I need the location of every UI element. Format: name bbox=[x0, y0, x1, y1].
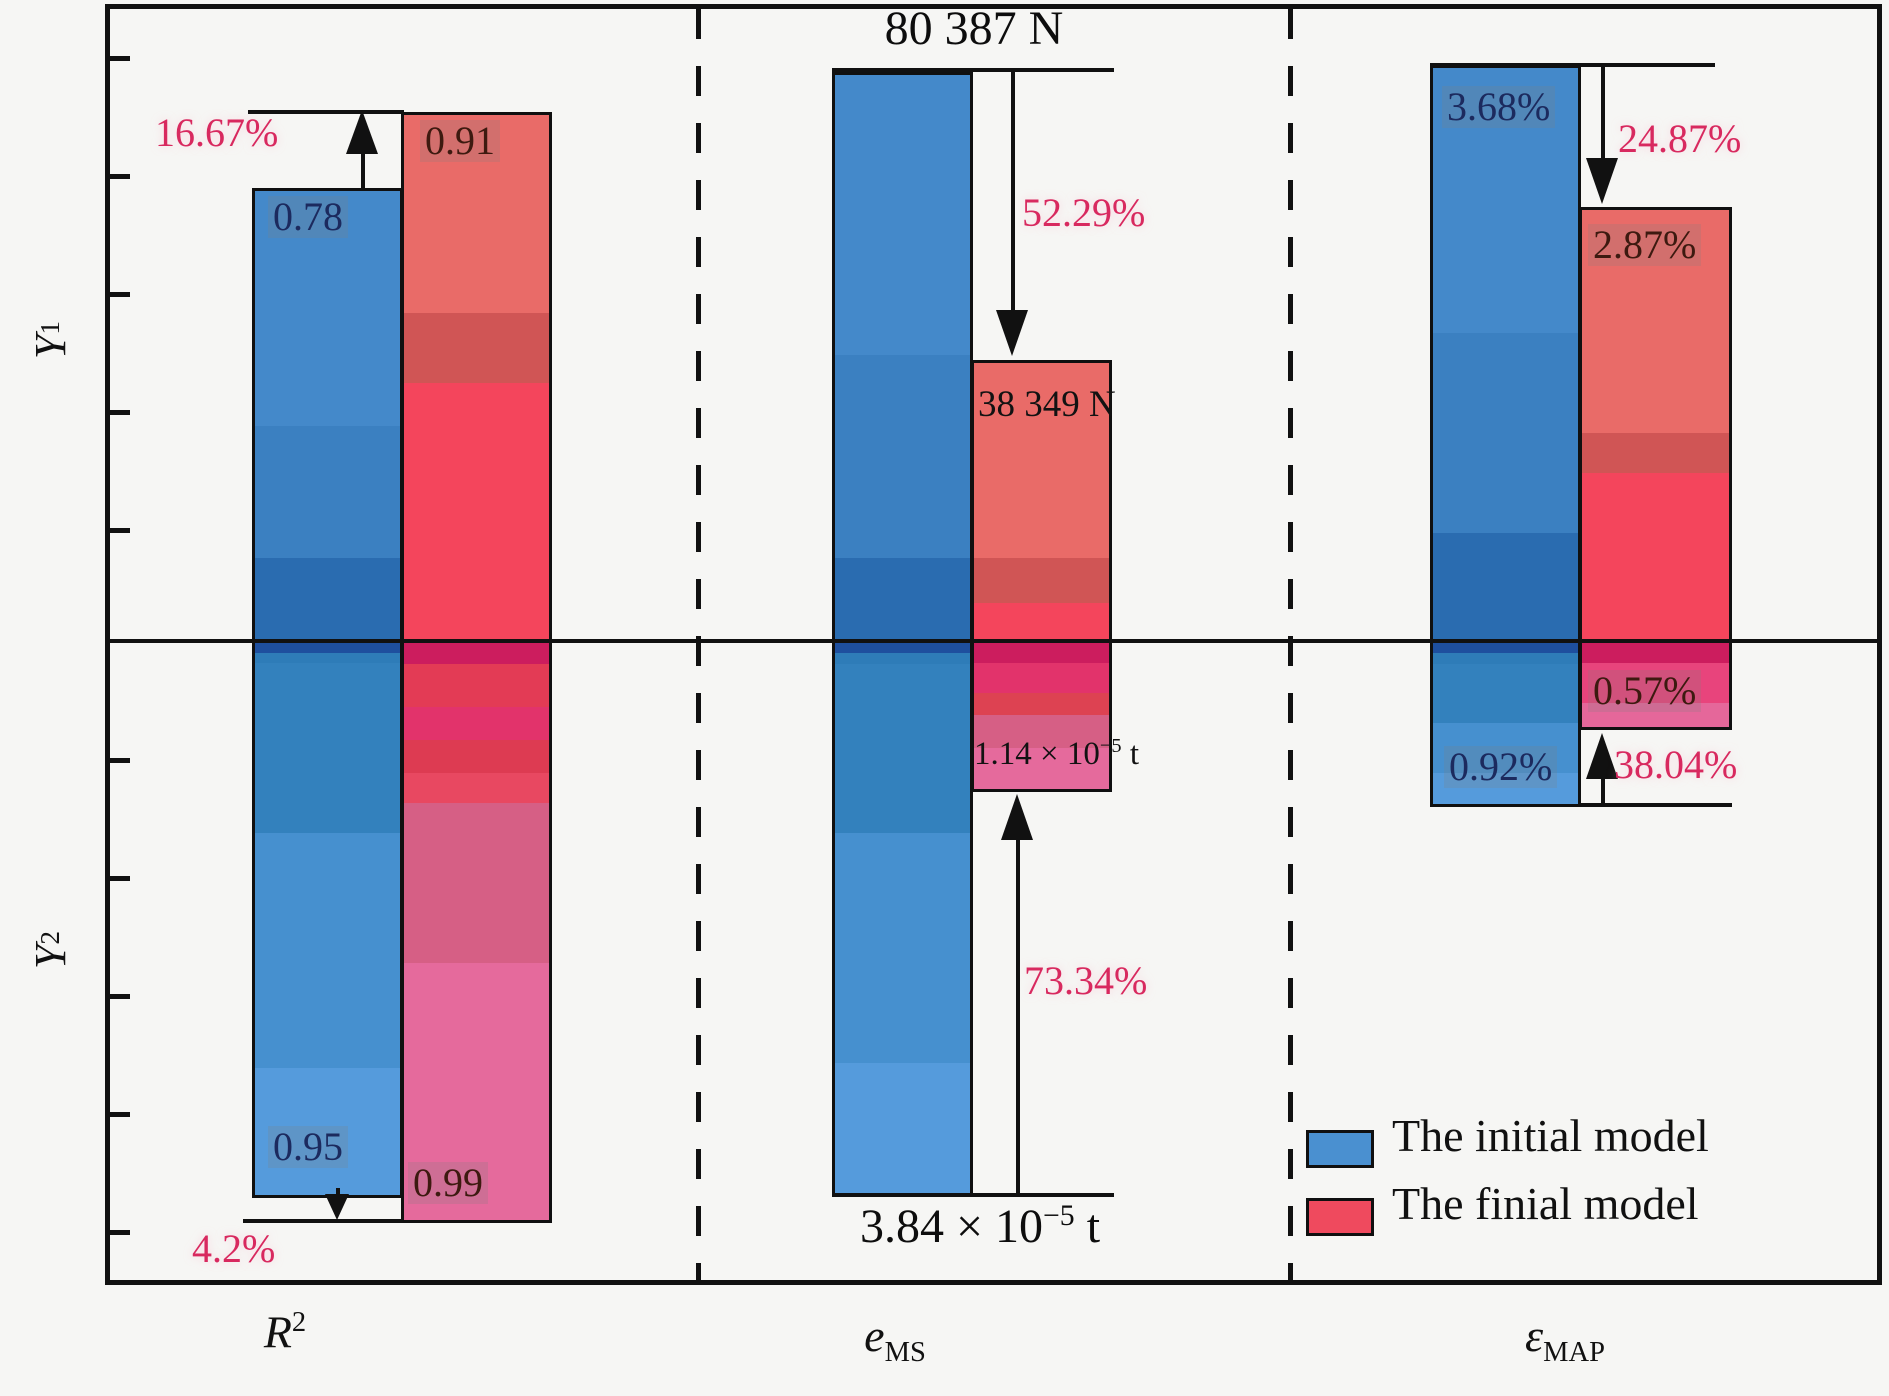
exponent: −5 bbox=[1043, 1199, 1075, 1232]
value-label-final-r2-y2: 0.99 bbox=[408, 1162, 488, 1204]
legend-swatch-final bbox=[1306, 1198, 1374, 1236]
y-axis-tick bbox=[110, 1230, 130, 1235]
label-text: ε bbox=[1525, 1310, 1544, 1361]
y-axis-tick bbox=[110, 758, 130, 763]
y-axis-tick bbox=[110, 292, 130, 297]
value-label-initial-emap-y2: 0.92% bbox=[1444, 746, 1558, 788]
value-label-final-emap-y2: 0.57% bbox=[1588, 670, 1702, 712]
change-label-emap-y1: 24.87% bbox=[1618, 116, 1742, 161]
value-label-initial-ems-y1: 80 387 N bbox=[884, 2, 1064, 55]
bar-final-r2 bbox=[401, 112, 552, 1223]
x-metric-label-ems: eMS bbox=[810, 1310, 980, 1369]
reference-line bbox=[1430, 63, 1715, 67]
change-label-ems-y2: 73.34% bbox=[1024, 958, 1148, 1003]
value-label-final-ems-y2: 1.14 × 10−5 t bbox=[974, 735, 1140, 772]
bar-initial-ems bbox=[832, 72, 973, 1197]
increase-arrow-stem bbox=[1601, 775, 1605, 805]
decrease-arrow-stem bbox=[336, 1188, 340, 1198]
legend-label-initial: The initial model bbox=[1392, 1110, 1709, 1161]
unit: t bbox=[1121, 736, 1140, 772]
change-label-ems-y1: 52.29% bbox=[1022, 190, 1146, 235]
decrease-arrow-head bbox=[996, 310, 1028, 356]
reference-line bbox=[243, 1219, 403, 1223]
label-sup: 2 bbox=[291, 1307, 307, 1338]
bar-initial-r2 bbox=[252, 188, 403, 1198]
exponent: −5 bbox=[1099, 735, 1122, 757]
y-axis-tick bbox=[110, 56, 130, 61]
plot-border bbox=[105, 4, 1882, 1285]
unit: t bbox=[1074, 1200, 1101, 1253]
label-sub: 1 bbox=[34, 320, 65, 335]
increase-arrow-stem bbox=[1016, 836, 1020, 1195]
value-label-initial-r2-y1: 0.78 bbox=[268, 196, 348, 238]
y-axis-tick bbox=[110, 410, 130, 415]
label-sub: MS bbox=[884, 1337, 926, 1369]
increase-arrow-head bbox=[1001, 794, 1033, 840]
reference-line bbox=[1578, 803, 1732, 807]
value-label-final-r2-y1: 0.91 bbox=[420, 120, 500, 162]
x-metric-label-emap: εMAP bbox=[1480, 1310, 1650, 1369]
y-axis-tick bbox=[110, 994, 130, 999]
increase-arrow-head bbox=[1586, 733, 1618, 779]
change-label-emap-y2: 38.04% bbox=[1614, 742, 1738, 787]
panel-separator-dashed-line bbox=[1288, 9, 1293, 1281]
label-text: Y bbox=[25, 334, 75, 360]
bar-final-emap bbox=[1579, 207, 1732, 730]
reference-line bbox=[832, 1193, 1114, 1197]
label-sub: MAP bbox=[1543, 1337, 1605, 1369]
x-metric-label-r2: R2 bbox=[200, 1308, 370, 1357]
value-label-initial-ems-y2: 3.84 × 10−5 t bbox=[820, 1200, 1140, 1252]
y-axis-tick bbox=[110, 528, 130, 533]
change-label-r2-y1: 16.67% bbox=[155, 110, 279, 155]
bar-final-ems bbox=[971, 360, 1112, 792]
legend-swatch-initial bbox=[1306, 1130, 1374, 1168]
value-label-initial-r2-y2: 0.95 bbox=[268, 1126, 348, 1168]
decrease-arrow-head bbox=[1586, 158, 1618, 204]
label-text: R bbox=[263, 1306, 292, 1358]
decrease-arrow-stem bbox=[1601, 67, 1605, 162]
y-axis-tick bbox=[110, 876, 130, 881]
change-label-r2-y2: 4.2% bbox=[192, 1226, 276, 1271]
center-baseline bbox=[105, 639, 1882, 643]
value-label-initial-emap-y1: 3.68% bbox=[1442, 86, 1556, 128]
value-text: 1.14 × 10 bbox=[974, 736, 1100, 772]
label-text: e bbox=[864, 1310, 885, 1361]
value-label-final-ems-y1: 38 349 N bbox=[978, 384, 1116, 425]
y-axis-tick bbox=[110, 1112, 130, 1117]
legend-label-final: The finial model bbox=[1392, 1178, 1699, 1229]
panel-separator-dashed-line bbox=[696, 9, 701, 1281]
reference-line bbox=[832, 68, 1114, 72]
increase-arrow-stem bbox=[361, 150, 365, 190]
y-axis-tick bbox=[110, 174, 130, 179]
decrease-arrow-head bbox=[325, 1194, 349, 1220]
bar-initial-emap bbox=[1430, 65, 1581, 807]
label-sub: 2 bbox=[34, 930, 65, 945]
increase-arrow-head bbox=[346, 110, 378, 154]
label-text: Y bbox=[25, 944, 75, 970]
value-text: 3.84 × 10 bbox=[859, 1200, 1044, 1253]
value-label-final-emap-y1: 2.87% bbox=[1588, 224, 1702, 266]
reference-line bbox=[248, 110, 404, 114]
decrease-arrow-stem bbox=[1011, 72, 1015, 314]
